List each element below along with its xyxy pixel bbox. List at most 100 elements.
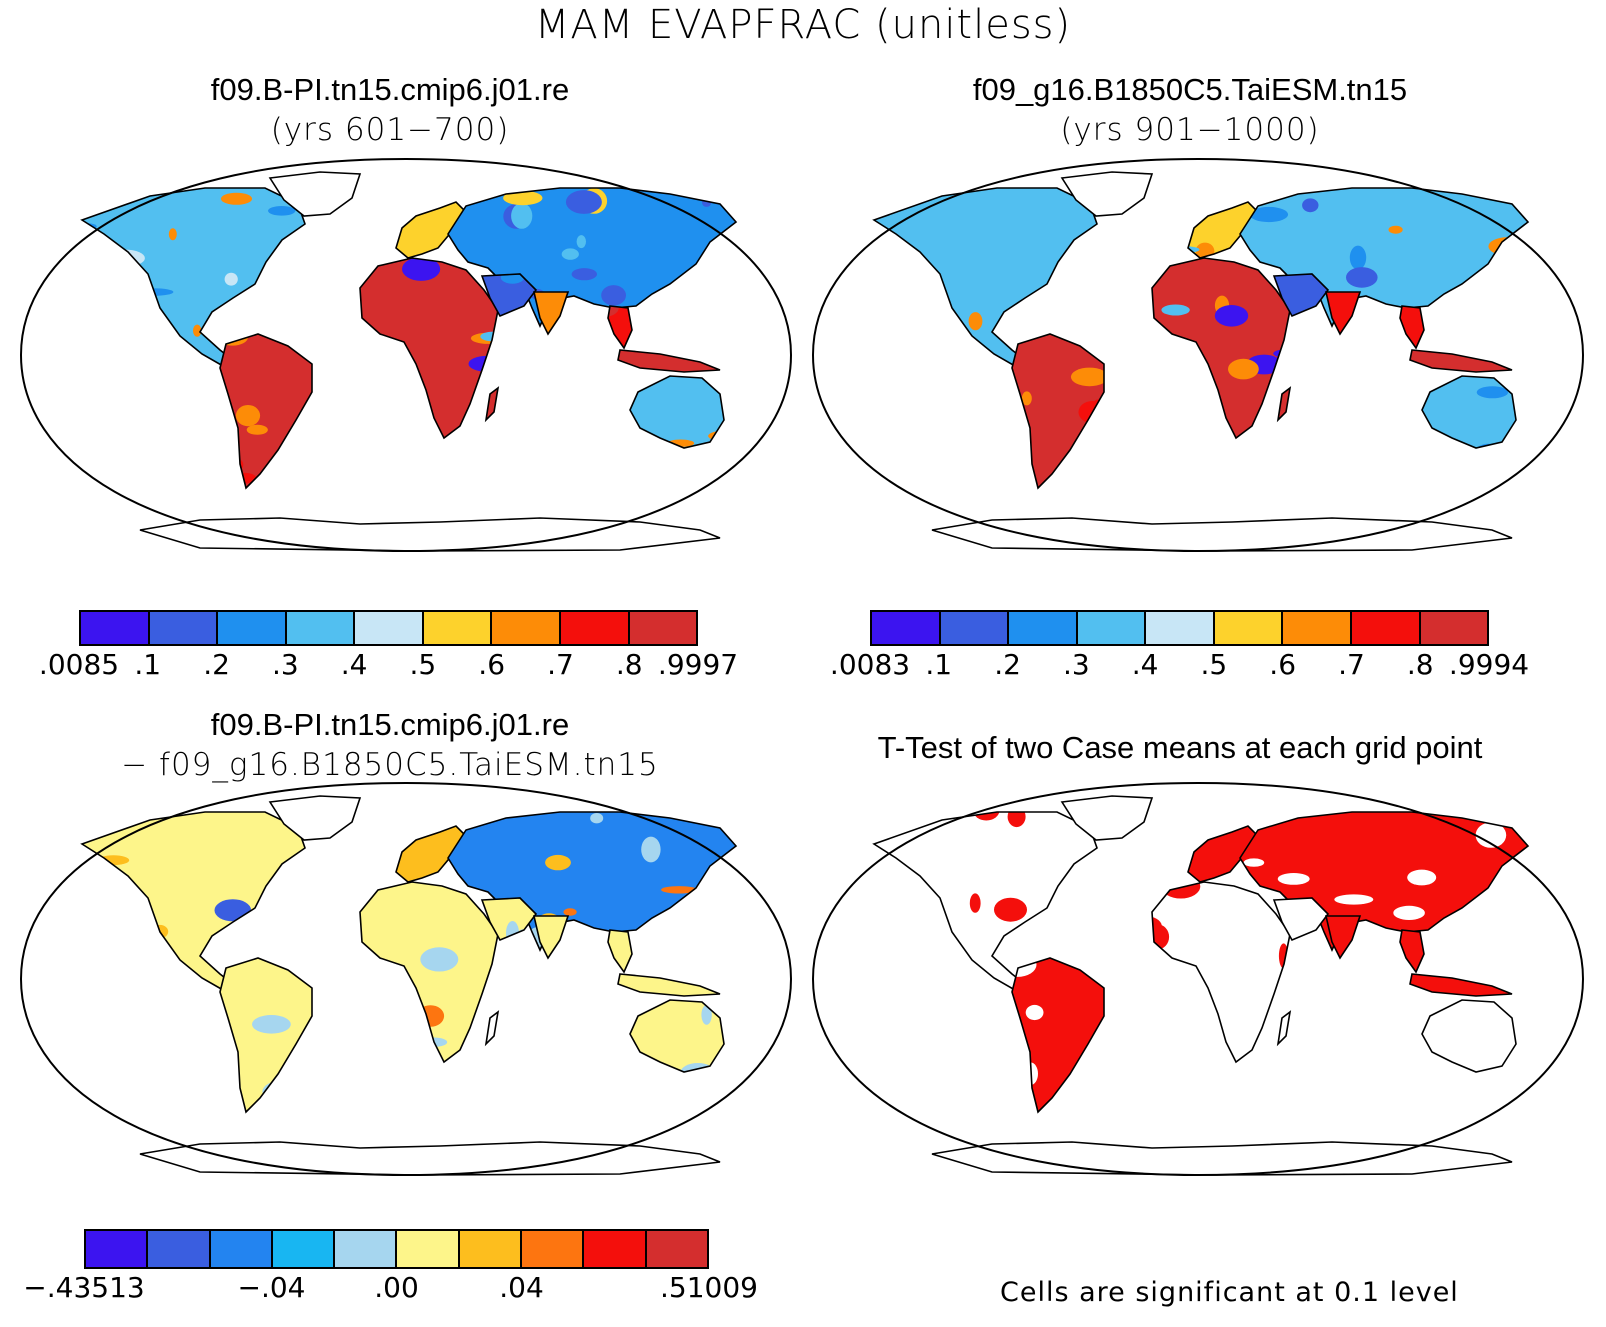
colorbar-swatch [149,612,219,644]
land-india [1326,916,1360,958]
colorbar-tick-label: .00 [374,1271,419,1304]
coastline-greenland [1060,795,1154,841]
coastline-madagascar [1276,386,1292,423]
colorbar-tick-label: .0085 [38,648,120,681]
colorbar-swatch [423,612,493,644]
colorbar-swatch [81,612,150,644]
colorbar-swatch [1420,612,1488,644]
coastline-africa [359,257,499,440]
figure-title: MAM EVAPFRAC (unitless) [534,2,1072,48]
colorbar-boxes [84,1229,709,1269]
map-border [19,157,793,553]
colorbar-case1: .0085 .1 .2 .3 .4 .5 .6 .7 .8 .9997 [39,610,738,681]
panel-1-title: f09.B-PI.tn15.cmip6.j01.re (yrs 601−700) [0,70,780,150]
panel-2-case-name: f09_g16.B1850C5.TaiESM.tn15 [972,72,1408,107]
coastline-samerica [1011,333,1105,490]
land-india [1326,292,1360,334]
colorbar-swatch [872,612,941,644]
coastline-india [1324,291,1362,336]
colorbar-swatch [218,612,287,644]
colorbar-case2: .0083 .1 .2 .3 .4 .5 .6 .7 .8 .9994 [830,610,1529,681]
coastline-indonesia [617,973,721,997]
coastline-samerica [1011,957,1105,1114]
coastline-australia [1421,999,1517,1073]
panel-2-title: f09_g16.B1850C5.TaiESM.tn15 (yrs 901−100… [800,70,1580,150]
coastline-arabia [1272,273,1330,318]
coastline-greenland [268,171,362,217]
land-arabia [1274,898,1328,940]
colorbar-tick-label: .2 [994,648,1021,681]
land-indonesia [1410,350,1512,372]
land-arabia [1274,274,1328,316]
colorbar-swatch [1351,612,1421,644]
coastline-samerica [219,333,313,490]
coastline-india [532,291,570,336]
coastline-australia [629,999,725,1073]
land-greenland [1062,796,1152,840]
coastline-australia [629,375,725,449]
colorbar-swatch [940,612,1010,644]
coastline-seasia [1399,305,1425,350]
colorbar-tick-label: .6 [1269,648,1297,681]
land-europe [1188,826,1262,882]
colorbar-swatch [1283,612,1352,644]
colorbar-tick-label: .0083 [829,648,911,681]
colorbar-swatch [1214,612,1284,644]
land-seasia [608,930,632,972]
colorbar-swatch [355,612,424,644]
coastline-greenland [268,795,362,841]
map-case1 [19,157,793,553]
colorbar-swatch [1077,612,1147,644]
colorbar-tick-label: .4 [1131,648,1159,681]
coastline-madagascar [1276,1010,1292,1047]
land-indonesia [1410,974,1512,996]
land-madagascar [486,1012,498,1044]
colorbar-swatch [1146,612,1215,644]
coastline-madagascar [484,386,500,423]
colorbar-tick-label: .1 [925,648,953,681]
colorbar-labels: −.43513 −.04 .00 .04 .51009 [23,1269,758,1304]
colorbar-swatch [1009,612,1078,644]
coastline-seasia [1399,929,1425,974]
land-greenland [270,796,360,840]
coastline-arabia [1272,897,1330,942]
map-case2 [811,157,1585,553]
coastline-seasia [607,305,633,350]
land-india [534,916,568,958]
panel-3-minus-case: − f09_g16.B1850C5.TaiESM.tn15 [121,747,659,783]
colorbar-tick-label: .5 [1200,648,1228,681]
coastline-africa [1151,881,1291,1064]
land-australia [1422,376,1516,448]
land-greenland [1062,172,1152,216]
panel-3-case-name: f09.B-PI.tn15.cmip6.j01.re [210,707,570,742]
coastline-india [1324,915,1362,960]
land-madagascar [486,388,498,420]
significance-note: Cells are significant at 0.1 level [1000,1277,1459,1308]
ttest-title: T-Test of two Case means at each grid po… [877,730,1483,765]
coastline-indonesia [1409,973,1513,997]
map-difference [19,781,793,1177]
colorbar-swatch [210,1231,273,1267]
colorbar-tick-label: .2 [203,648,230,681]
colorbar-swatch [629,612,697,644]
land-madagascar [1278,1012,1290,1044]
coastline-seasia [607,929,633,974]
land-madagascar [1278,388,1290,420]
coastline-arabia [480,273,538,318]
land-seasia [608,306,632,348]
colorbar-tick-label: .7 [1338,648,1365,681]
land-greenland [270,172,360,216]
coastline-africa [1151,257,1291,440]
panel-3-title: f09.B-PI.tn15.cmip6.j01.re − f09_g16.B18… [0,705,780,785]
land-indonesia [618,350,720,372]
colorbar-tick-label: .5 [409,648,437,681]
colorbar-swatch [397,1231,460,1267]
panel-1-case-name: f09.B-PI.tn15.cmip6.j01.re [210,72,570,107]
panel-1-years: (yrs 601−700) [270,112,510,148]
colorbar-swatch [272,1231,336,1267]
colorbar-swatch [86,1231,149,1267]
colorbar-tick-label: .7 [547,648,574,681]
panel-4-title: T-Test of two Case means at each grid po… [790,728,1570,768]
land-europe [396,826,470,882]
colorbar-swatch [286,612,356,644]
